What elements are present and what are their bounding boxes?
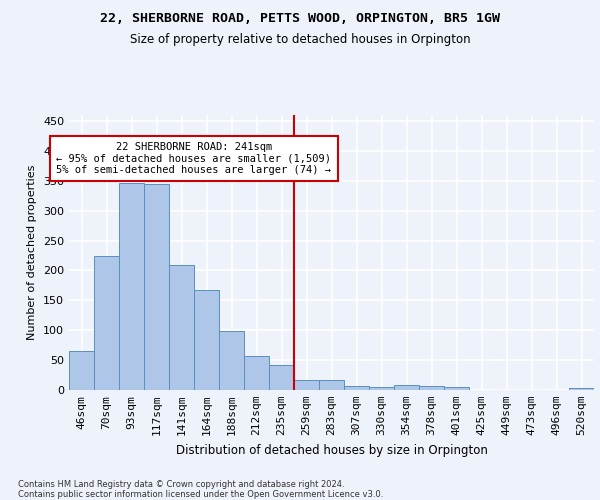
Bar (69, 350, 94, 390)
Bar (219, 332, 244, 390)
Text: Size of property relative to detached houses in Orpington: Size of property relative to detached ho… (130, 32, 470, 46)
Text: 22 SHERBORNE ROAD: 241sqm
← 95% of detached houses are smaller (1,509)
5% of sem: 22 SHERBORNE ROAD: 241sqm ← 95% of detac… (56, 142, 331, 175)
Bar (269, 365, 294, 390)
Bar (394, 385, 419, 390)
Bar (419, 386, 444, 390)
Bar (244, 356, 269, 390)
Bar (94, 256, 119, 390)
Bar (344, 386, 369, 390)
Text: Contains public sector information licensed under the Open Government Licence v3: Contains public sector information licen… (18, 490, 383, 499)
X-axis label: Distribution of detached houses by size in Orpington: Distribution of detached houses by size … (176, 444, 487, 456)
Bar (144, 184, 169, 390)
Bar (444, 387, 469, 390)
Text: 22, SHERBORNE ROAD, PETTS WOOD, ORPINGTON, BR5 1GW: 22, SHERBORNE ROAD, PETTS WOOD, ORPINGTO… (100, 12, 500, 26)
Y-axis label: Number of detached properties: Number of detached properties (28, 165, 37, 340)
Bar (369, 387, 394, 390)
Bar (569, 388, 594, 390)
Bar (169, 265, 194, 390)
Bar (294, 380, 319, 390)
Bar (194, 290, 219, 390)
Bar (119, 182, 144, 390)
Bar (319, 380, 344, 390)
Text: Contains HM Land Registry data © Crown copyright and database right 2024.: Contains HM Land Registry data © Crown c… (18, 480, 344, 489)
